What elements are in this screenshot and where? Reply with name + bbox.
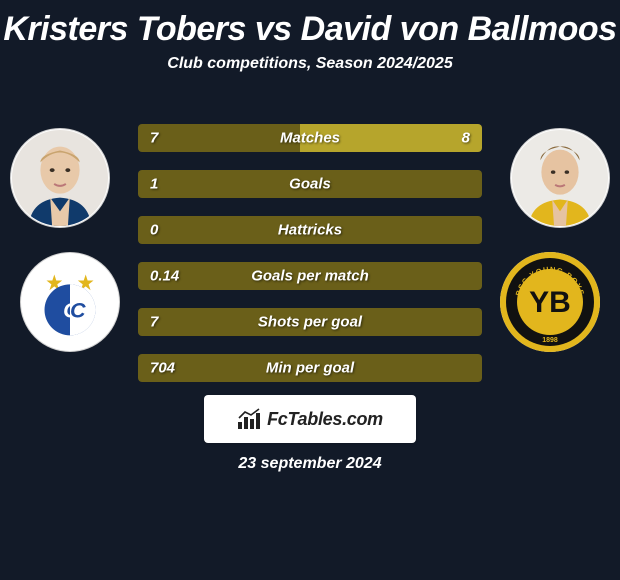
stat-left-value: 1	[150, 176, 158, 193]
stat-right-value: 8	[462, 130, 470, 147]
stat-name: Shots per goal	[258, 314, 362, 331]
page-title: Kristers Tobers vs David von Ballmoos	[0, 0, 620, 55]
stat-left-value: 7	[150, 314, 158, 331]
comparison-card: Kristers Tobers vs David von Ballmoos Cl…	[0, 0, 620, 580]
club-right-crest: YB BSC YOUNG BOYS 1898	[500, 252, 600, 352]
stat-bar: 1 Goals	[138, 170, 482, 198]
stat-left-value: 0	[150, 222, 158, 239]
stat-bar: 7 Shots per goal	[138, 308, 482, 336]
stat-left-value: 0.14	[150, 268, 179, 285]
branding-badge: FcTables.com	[204, 395, 416, 443]
date-label: 23 september 2024	[238, 455, 381, 473]
stat-bar: 0 Hattricks	[138, 216, 482, 244]
player-left-avatar	[10, 128, 110, 228]
stat-name: Hattricks	[278, 222, 342, 239]
stat-bar: 7 Matches 8	[138, 124, 482, 152]
svg-text:1898: 1898	[542, 337, 558, 344]
stat-name: Matches	[280, 130, 340, 147]
club-left-crest: G C	[20, 252, 120, 352]
stat-left-value: 7	[150, 130, 158, 147]
bar-left-segment	[138, 124, 300, 152]
stat-bar: 704 Min per goal	[138, 354, 482, 382]
stat-bar: 0.14 Goals per match	[138, 262, 482, 290]
stat-name: Goals	[289, 176, 331, 193]
subtitle: Club competitions, Season 2024/2025	[0, 55, 620, 73]
fctables-logo-icon	[237, 408, 263, 430]
stat-name: Goals per match	[251, 268, 369, 285]
stat-left-value: 704	[150, 360, 175, 377]
player-right-avatar	[510, 128, 610, 228]
stats-bars: 7 Matches 8 1 Goals 0 Hattricks 0.14 Goals per m…	[138, 124, 482, 400]
stat-name: Min per goal	[266, 360, 354, 377]
svg-text:YB: YB	[529, 286, 571, 319]
svg-text:C: C	[70, 298, 86, 323]
branding-text: FcTables.com	[267, 409, 383, 430]
